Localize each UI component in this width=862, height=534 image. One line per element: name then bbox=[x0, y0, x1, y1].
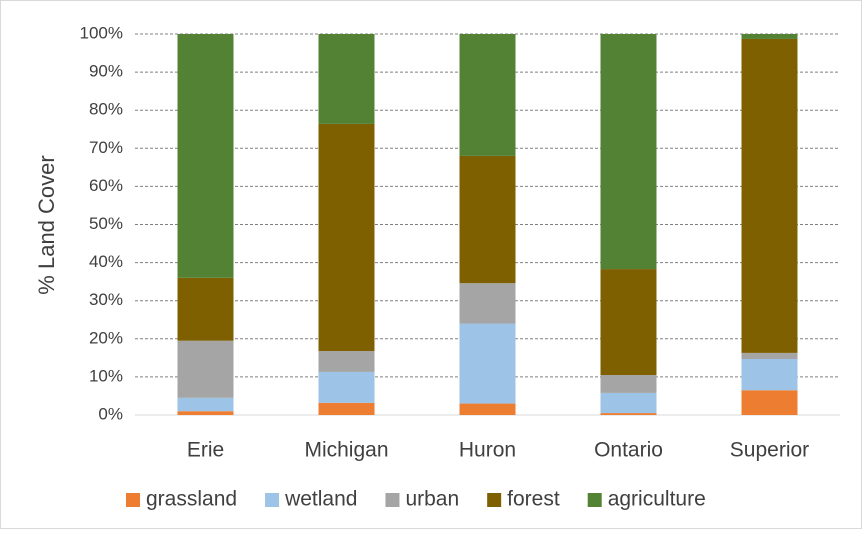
y-tick-label: 100% bbox=[80, 23, 123, 42]
bar-segment bbox=[318, 34, 375, 124]
bar-segment bbox=[741, 352, 798, 359]
bar-segment bbox=[318, 402, 375, 415]
y-tick-label: 30% bbox=[89, 290, 123, 309]
x-tick-label: Superior bbox=[730, 439, 809, 462]
bar-segment bbox=[459, 323, 516, 404]
bar-segment bbox=[600, 34, 657, 270]
legend-label: forest bbox=[507, 488, 560, 511]
legend-swatch bbox=[487, 493, 502, 507]
bar-segment bbox=[318, 123, 375, 351]
y-tick-label: 50% bbox=[89, 214, 123, 233]
bar-segment bbox=[600, 413, 657, 415]
bar-segment bbox=[600, 392, 657, 414]
y-tick-label: 40% bbox=[89, 252, 123, 271]
y-tick-label: 20% bbox=[89, 328, 123, 347]
bar-segment bbox=[741, 34, 798, 39]
y-tick-label: 90% bbox=[89, 62, 123, 81]
bar-segment bbox=[459, 283, 516, 324]
y-axis-label: % Land Cover bbox=[34, 155, 59, 294]
y-tick-label: 10% bbox=[89, 366, 123, 385]
bar-segment bbox=[177, 34, 234, 278]
y-tick-label: 60% bbox=[89, 176, 123, 195]
legend-label: wetland bbox=[284, 488, 357, 511]
legend-label: urban bbox=[405, 488, 459, 511]
y-tick-label: 70% bbox=[89, 138, 123, 157]
x-tick-label: Huron bbox=[459, 439, 516, 462]
bar-segment bbox=[600, 269, 657, 375]
y-tick-label: 80% bbox=[89, 100, 123, 119]
legend-swatch bbox=[385, 493, 400, 507]
legend-swatch bbox=[265, 493, 280, 507]
bar-segment bbox=[459, 155, 516, 284]
x-tick-label: Ontario bbox=[594, 439, 663, 462]
bar-segment bbox=[177, 411, 234, 415]
bar-segment bbox=[600, 374, 657, 393]
bar-segment bbox=[741, 38, 798, 353]
x-tick-label: Erie bbox=[187, 439, 224, 462]
legend-label: agriculture bbox=[608, 488, 706, 511]
bar-segment bbox=[741, 390, 798, 415]
legend-swatch bbox=[587, 493, 602, 507]
legend-swatch bbox=[126, 493, 140, 507]
bar-segment bbox=[741, 358, 798, 391]
bar-segment bbox=[177, 277, 234, 341]
bar-segment bbox=[177, 340, 234, 398]
x-tick-label: Michigan bbox=[304, 439, 388, 462]
legend-label: grassland bbox=[146, 488, 237, 511]
bar-segment bbox=[459, 34, 516, 156]
bar-segment bbox=[459, 403, 516, 415]
bar-segment bbox=[177, 397, 234, 412]
y-tick-label: 0% bbox=[98, 404, 123, 423]
bar-segment bbox=[318, 371, 375, 403]
bar-segment bbox=[318, 350, 375, 372]
